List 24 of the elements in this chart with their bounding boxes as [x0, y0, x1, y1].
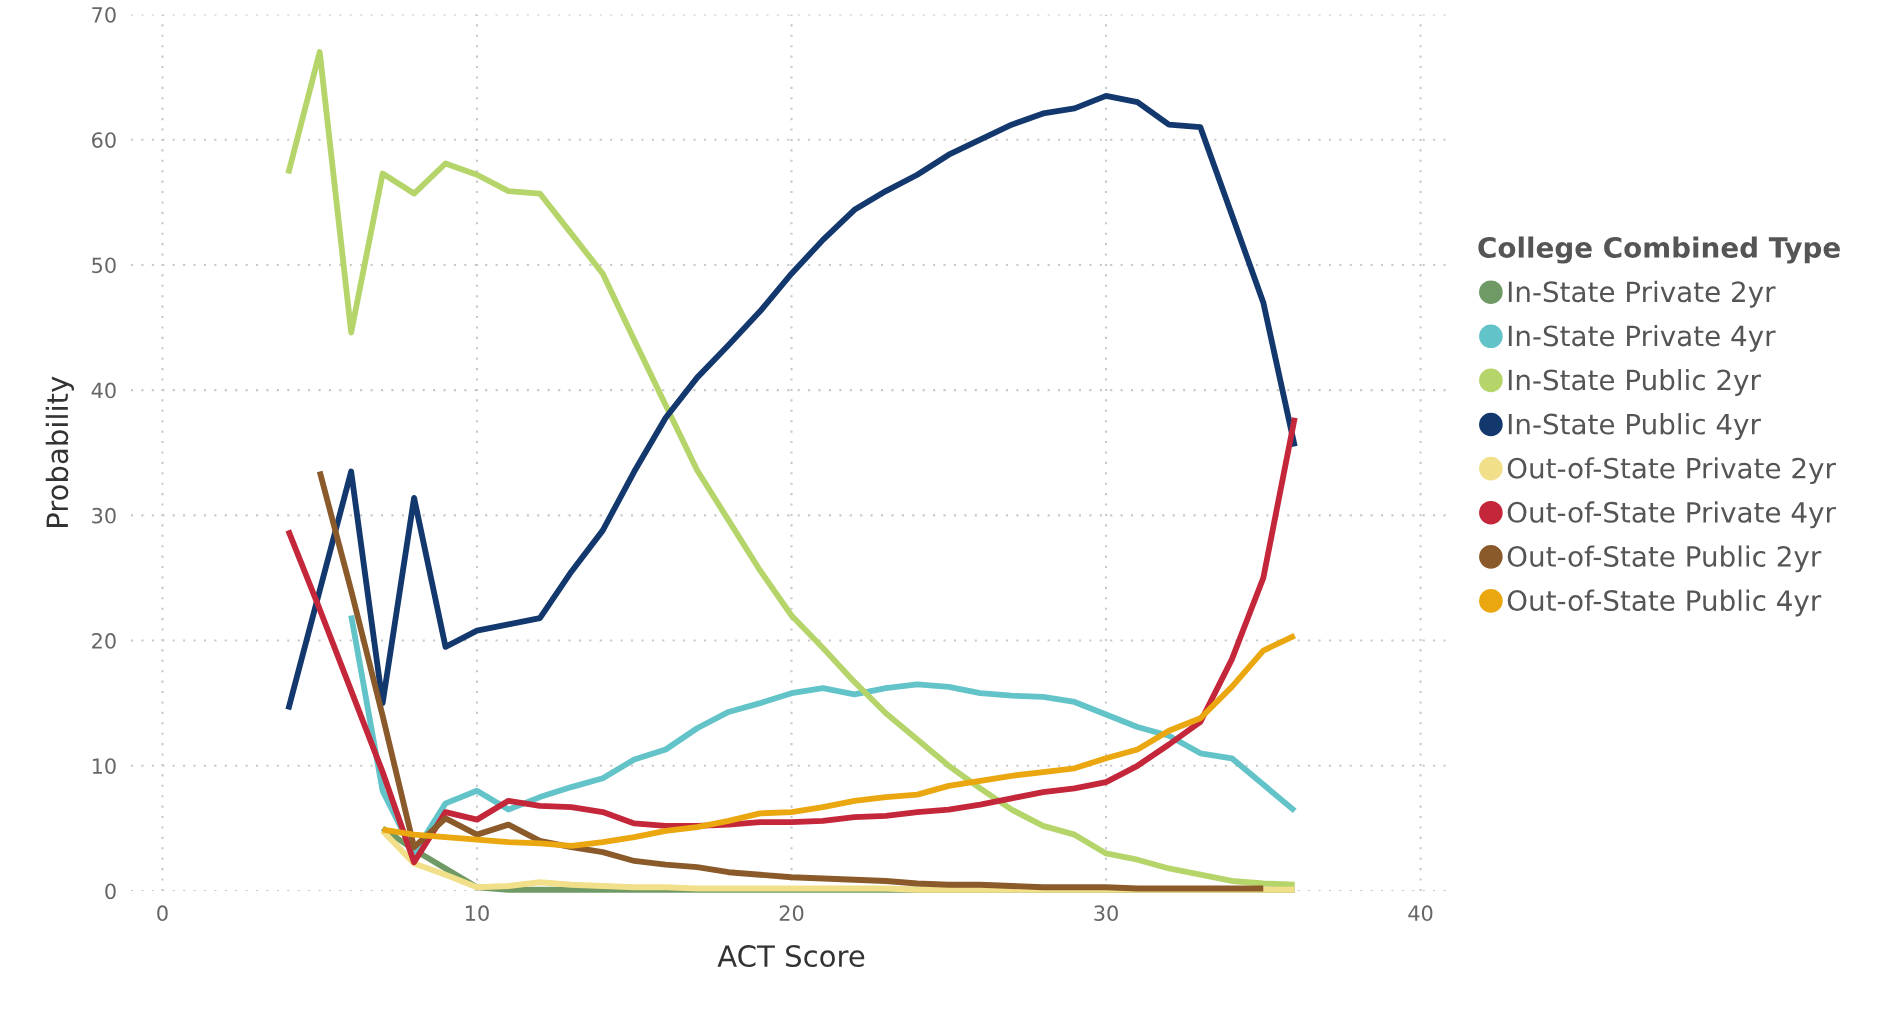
legend-label: In-State Public 2yr	[1508, 369, 1761, 396]
y-tick-label: 40	[91, 382, 116, 399]
y-tick-label: 50	[92, 257, 116, 274]
legend-label: In-State Public 4yr	[1508, 413, 1761, 441]
legend-label: In-State Private 4yr	[1508, 324, 1776, 352]
y-tick-label: 10	[92, 758, 116, 774]
y-axis-title: Probability	[45, 376, 74, 527]
y-tick-label: 20	[92, 633, 116, 649]
x-tick-label: 20	[779, 905, 804, 922]
legend-label: Out-of-State Public 4yr	[1507, 589, 1822, 617]
x-tick-label: 30	[1094, 905, 1118, 922]
x-axis-title: ACT Score	[717, 945, 865, 968]
legend-label: Out-of-State Private 4yr	[1507, 501, 1836, 529]
y-tick-label: 70	[92, 6, 116, 23]
x-tick-label: 40	[1408, 905, 1433, 922]
x-tick-label: 0	[157, 905, 168, 922]
y-tick-label: 30	[92, 507, 116, 524]
x-tick-label: 10	[466, 905, 489, 922]
legend-title: College Combined Type	[1478, 236, 1840, 264]
y-tick-label: 0	[105, 883, 116, 900]
legend-label: Out-of-State Private 2yr	[1507, 457, 1836, 485]
legend-label: Out-of-State Public 2yr	[1507, 545, 1822, 573]
legend-label: In-State Private 2yr	[1508, 280, 1776, 308]
y-tick-label: 60	[92, 132, 116, 148]
